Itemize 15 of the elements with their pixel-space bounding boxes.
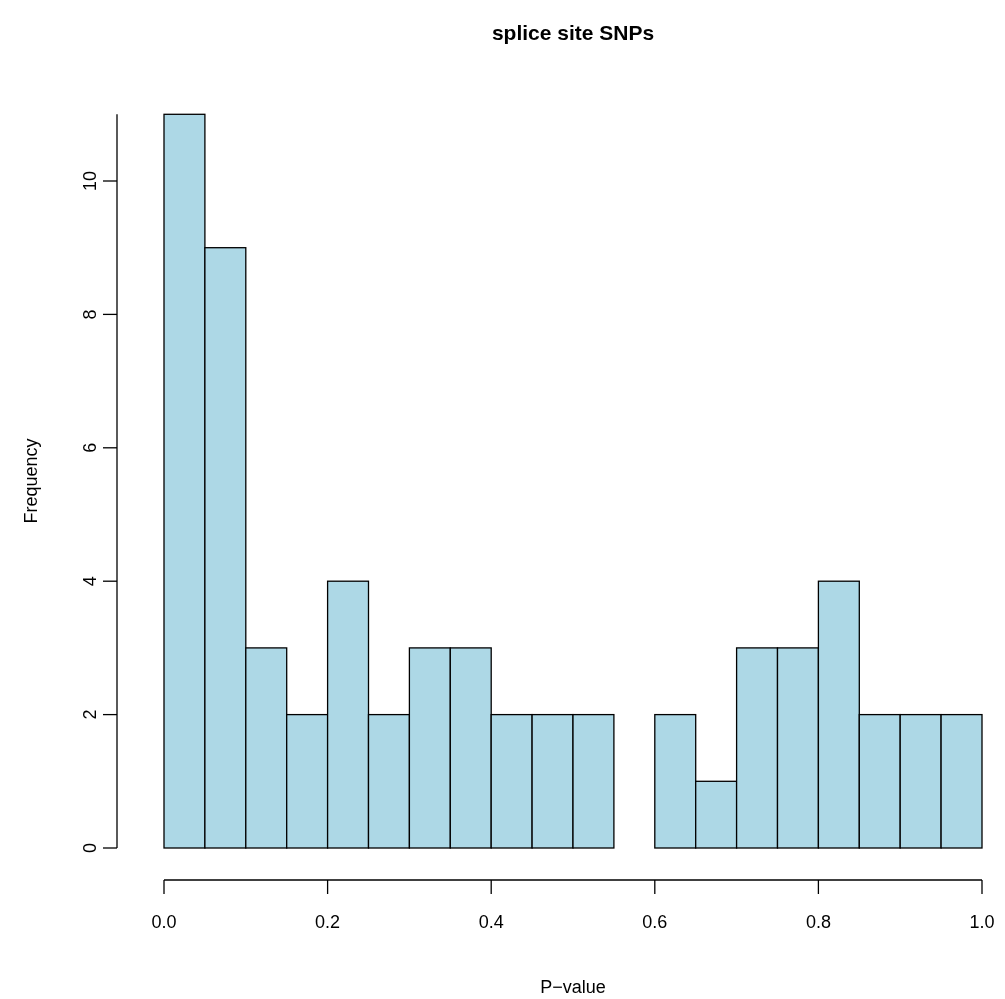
- x-axis-title: P−value: [540, 977, 606, 997]
- y-tick-label: 4: [80, 576, 100, 587]
- y-tick-label: 6: [80, 442, 100, 453]
- y-tick-label: 8: [80, 309, 100, 320]
- y-axis-title: Frequency: [21, 438, 41, 524]
- y-tick-label: 10: [80, 170, 100, 192]
- x-tick-label: 0.4: [478, 912, 504, 932]
- x-tick-label: 0.2: [315, 912, 341, 932]
- x-tick-label: 1.0: [969, 912, 995, 932]
- x-tick-label: 0.6: [642, 912, 668, 932]
- y-tick-label: 2: [80, 709, 100, 720]
- x-tick-label: 0.0: [151, 912, 177, 932]
- y-tick-label: 0: [80, 842, 100, 854]
- chart-title: splice site SNPs: [491, 21, 655, 44]
- x-tick-label: 0.8: [805, 912, 831, 932]
